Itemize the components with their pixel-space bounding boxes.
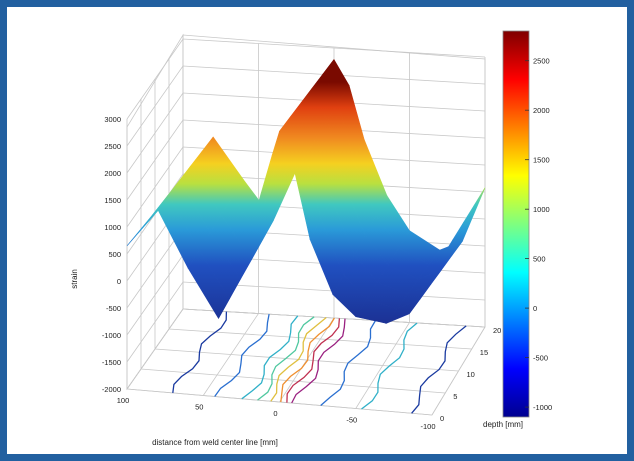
z-tick-label: 0 xyxy=(117,277,121,286)
z-tick-label: -1500 xyxy=(102,358,121,367)
colorbar-tick-label: 2500 xyxy=(533,57,550,66)
colorbar-tick-label: 0 xyxy=(533,304,537,313)
y-tick-label: 20 xyxy=(493,326,501,335)
y-axis-ticks: 0 5 10 15 20 xyxy=(440,326,501,423)
x-axis-ticks: 100 50 0 -50 -100 xyxy=(117,396,436,431)
y-axis-label: depth [mm] xyxy=(483,420,523,429)
contour-line xyxy=(361,322,418,410)
contour-line xyxy=(270,316,327,402)
colorbar-tick-label: -500 xyxy=(533,354,548,363)
z-tick-label: 2500 xyxy=(104,142,121,151)
colorbar-tick-label: 2000 xyxy=(533,106,550,115)
colorbar: 2500 2000 1500 1000 500 0 -500 -1000 xyxy=(502,30,552,418)
contour-line xyxy=(241,315,299,400)
contour-line xyxy=(257,316,315,401)
z-tick-label: 1000 xyxy=(104,223,121,232)
z-tick-label: -2000 xyxy=(102,385,121,394)
floor-contours xyxy=(172,311,467,414)
z-tick-label: 2000 xyxy=(104,169,121,178)
x-tick-label: 100 xyxy=(117,396,130,405)
colorbar-tick-label: 1500 xyxy=(533,156,550,165)
y-grid-line xyxy=(126,119,433,416)
grid-lines xyxy=(126,38,486,416)
z-tick-label: 1500 xyxy=(104,196,121,205)
contour-line xyxy=(291,318,346,404)
y-tick-label: 0 xyxy=(440,414,444,423)
y-tick-label: 5 xyxy=(453,392,457,401)
contour-line xyxy=(320,320,377,406)
x-axis-label: distance from weld center line [mm] xyxy=(152,438,278,447)
y-grid-line xyxy=(168,59,472,350)
surface-patch xyxy=(440,204,475,271)
colorbar-tick-label: 1000 xyxy=(533,205,550,214)
surface-plot: -2000-1500-1000-500050010001500200025003… xyxy=(70,30,552,447)
surface-patch xyxy=(451,187,486,256)
contour-line xyxy=(411,325,467,414)
z-tick-label: -500 xyxy=(106,304,121,313)
z-tick-label: 3000 xyxy=(104,115,121,124)
y-tick-label: 15 xyxy=(480,348,488,357)
z-grid-line xyxy=(126,281,486,363)
z-tick-label: -1000 xyxy=(102,331,121,340)
y-grid-line xyxy=(154,79,459,372)
y-grid-line xyxy=(140,99,446,394)
x-tick-label: 50 xyxy=(195,403,203,412)
y-tick-label: 10 xyxy=(467,370,475,379)
figure-panel: -2000 -1500 -1000 -500 0 500 1000 1500 2000 2500 3… xyxy=(7,7,627,454)
axes-box xyxy=(126,33,486,416)
z-tick-label: 500 xyxy=(108,250,121,259)
colorbar-ticks: 2500 2000 1500 1000 500 0 -500 -1000 xyxy=(525,57,552,412)
colorbar-tick-label: 500 xyxy=(533,255,546,264)
x-tick-label: 0 xyxy=(273,409,277,418)
z-axis-ticks: -2000 -1500 -1000 -500 0 500 1000 1500 2000 2500 3… xyxy=(102,115,121,394)
contour-line xyxy=(286,318,341,403)
contour-line xyxy=(280,317,335,403)
x-tick-label: -100 xyxy=(420,422,435,431)
x-tick-label: -50 xyxy=(346,416,357,425)
z-axis-label: strain xyxy=(70,269,79,289)
contour-line xyxy=(172,311,228,393)
colorbar-gradient xyxy=(502,30,530,418)
strain-surface xyxy=(126,58,486,324)
colorbar-tick-label: -1000 xyxy=(533,403,552,412)
contour-line xyxy=(214,313,270,397)
